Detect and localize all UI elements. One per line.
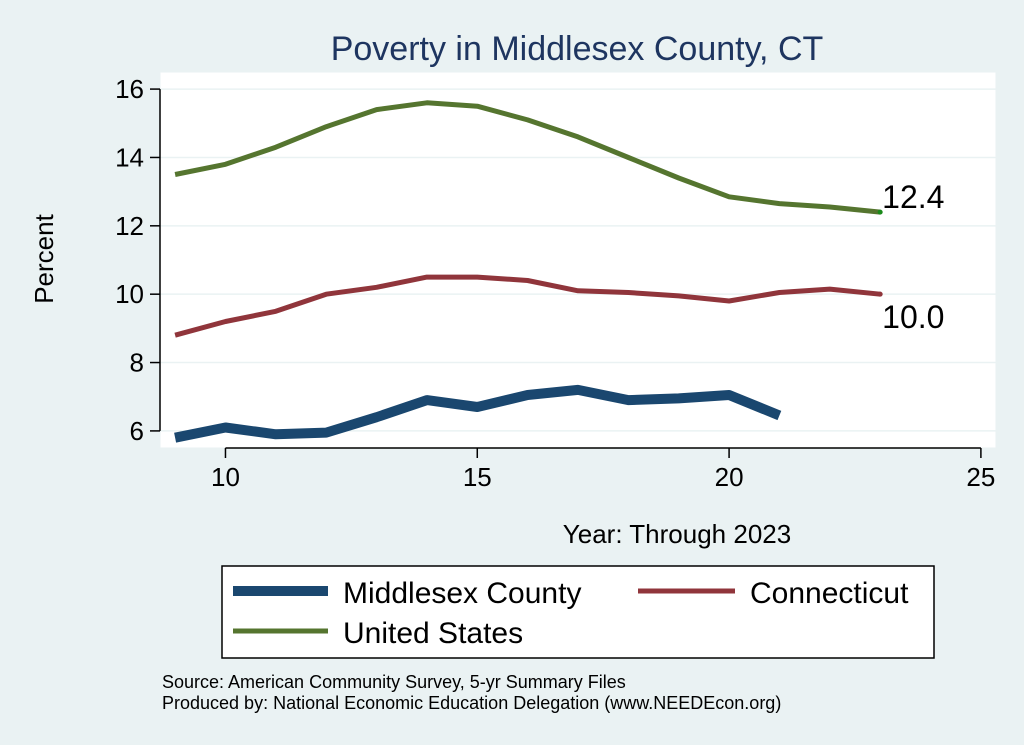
- series-line-middlesex-county: [174, 384, 782, 443]
- x-axis-title: Year: Through 2023: [563, 519, 791, 549]
- y-ticks: 6 8 10 12 14 16: [115, 74, 160, 446]
- y-tick-label-8: 8: [130, 348, 144, 378]
- series-lines: [174, 100, 883, 443]
- producer-note: Produced by: National Economic Education…: [162, 693, 781, 713]
- end-point-connecticut: [877, 291, 883, 297]
- x-tick-label-20: 20: [715, 462, 744, 492]
- chart-title: Poverty in Middlesex County, CT: [331, 30, 824, 68]
- end-point-united-states: [877, 209, 883, 215]
- y-tick-label-6: 6: [130, 416, 144, 446]
- axes: [159, 89, 981, 449]
- legend-label-united-states: United States: [343, 617, 523, 650]
- legend-label-connecticut: Connecticut: [750, 577, 909, 610]
- y-tick-label-16: 16: [115, 74, 144, 104]
- legend: Middlesex County Connecticut United Stat…: [221, 565, 935, 659]
- source-note: Source: American Community Survey, 5-yr …: [162, 672, 626, 692]
- x-tick-label-15: 15: [463, 462, 492, 492]
- series-line-connecticut: [174, 274, 881, 338]
- y-tick-label-10: 10: [115, 279, 144, 309]
- legend-box: [221, 565, 935, 659]
- legend-label-middlesex: Middlesex County: [343, 577, 581, 610]
- y-tick-label-12: 12: [115, 211, 144, 241]
- x-ticks: 10 15 20 25: [211, 448, 995, 492]
- series-line-united-states: [174, 100, 881, 215]
- y-tick-label-14: 14: [115, 142, 144, 172]
- y-axis-title: Percent: [29, 213, 59, 303]
- end-labels: 10.0 12.4: [882, 179, 944, 335]
- end-label-connecticut: 10.0: [882, 299, 944, 335]
- end-label-united-states: 12.4: [882, 179, 944, 215]
- x-tick-label-25: 25: [966, 462, 995, 492]
- x-tick-label-10: 10: [211, 462, 240, 492]
